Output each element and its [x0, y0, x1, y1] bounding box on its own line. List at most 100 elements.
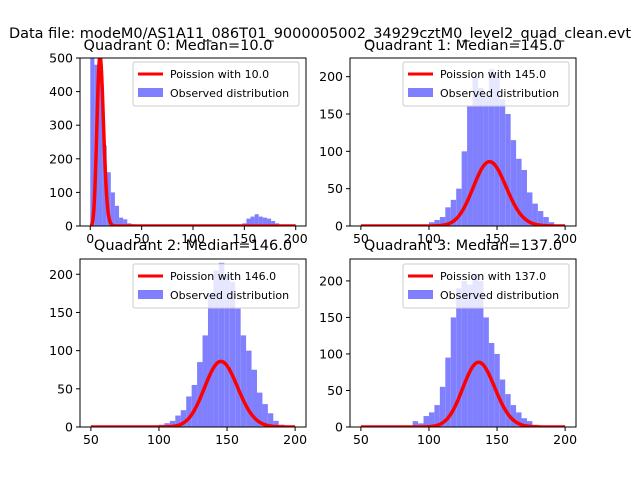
- y-tick-label: 150: [319, 107, 343, 122]
- hist-bar: [510, 140, 517, 226]
- hist-bar: [169, 420, 176, 427]
- hist-bar: [472, 76, 478, 226]
- quadrant-0-legend: Poission with 10.0 Observed distribution: [132, 61, 300, 107]
- y-tick-label: 100: [319, 144, 343, 159]
- legend-frame: [402, 61, 570, 107]
- hist-bar: [412, 421, 419, 427]
- hist-bar: [521, 170, 527, 226]
- legend-poisson-label: Poission with 10.0: [170, 68, 269, 81]
- hist-bar: [516, 158, 522, 226]
- hist-bar: [267, 413, 274, 427]
- hist-bar: [467, 284, 473, 427]
- hist-bar: [548, 222, 555, 226]
- hist-bar: [521, 418, 527, 427]
- y-tick-label: 400: [49, 84, 73, 99]
- hist-bar: [445, 207, 451, 226]
- hist-bar: [423, 416, 429, 427]
- legend-hist-label: Observed distribution: [440, 87, 559, 100]
- y-tick-label: 200: [319, 69, 343, 84]
- hist-bar: [224, 274, 230, 427]
- y-tick-label: 0: [65, 219, 73, 234]
- quadrant-3-title: Quadrant 3: Median=137.0: [364, 238, 562, 254]
- hist-bar: [207, 293, 214, 427]
- hist-bar: [472, 273, 478, 427]
- x-tick-label: 150: [215, 432, 239, 447]
- poisson-curve: [89, 359, 297, 427]
- hist-bar: [450, 199, 457, 226]
- hist-bar: [428, 222, 435, 226]
- hist-bar: [123, 219, 128, 226]
- quadrant-0-title: Quadrant 0: Median=10.0: [84, 38, 273, 54]
- y-tick-label: 150: [49, 305, 73, 320]
- y-tick-label: 200: [49, 151, 73, 166]
- hist-bar: [537, 211, 544, 226]
- hist-bar: [499, 99, 506, 226]
- x-tick-label: 100: [417, 231, 441, 246]
- hist-bar: [175, 415, 181, 427]
- hist-bar: [526, 421, 533, 427]
- legend-frame: [132, 61, 300, 107]
- quadrant-1-title: Quadrant 1: Median=145.0: [364, 38, 562, 54]
- hist-bar: [246, 350, 252, 427]
- y-tick-label: 0: [65, 420, 73, 435]
- hist-bar: [488, 343, 495, 427]
- quadrant-2-plot: 50 100 150 200 0 50 100 150 200: [49, 258, 307, 447]
- hist-bar: [229, 281, 236, 427]
- y-tick-label: 0: [335, 420, 343, 435]
- y-tick-label: 0: [335, 219, 343, 234]
- legend-poisson-label: Poission with 137.0: [440, 270, 546, 283]
- hist-bar: [445, 357, 451, 427]
- quadrant-1-legend: Poission with 145.0 Observed distributio…: [402, 61, 570, 107]
- hist-bar: [256, 392, 263, 427]
- hist-bar: [262, 217, 267, 226]
- hist-bar: [191, 385, 198, 427]
- x-tick-label: 150: [485, 231, 509, 246]
- hist-bar: [467, 106, 473, 226]
- hist-bar: [450, 317, 457, 427]
- figure-title: Data file: modeM0/AS1A11_086T01_90000050…: [9, 26, 631, 42]
- hist-bar: [532, 203, 538, 226]
- hist-bar: [240, 335, 247, 427]
- y-tick-label: 100: [49, 185, 73, 200]
- y-tick-label: 200: [319, 273, 343, 288]
- quadrant-1-plot: 50 100 150 200 0 50 100 150 200: [319, 57, 577, 246]
- legend-hist-swatch: [138, 290, 163, 299]
- x-tick-label: 50: [353, 432, 369, 447]
- hist-bar: [213, 270, 219, 427]
- hist-bar: [488, 69, 495, 226]
- hist-bar: [254, 214, 259, 226]
- axes-frame: [349, 57, 577, 227]
- quadrant-2-panel: Quadrant 2: Median=146.0 50 100 150 200 0 50 1…: [49, 238, 307, 447]
- x-tick-label: 100: [417, 432, 441, 447]
- x-tick-label: 100: [181, 231, 205, 246]
- hist-bar: [456, 288, 462, 427]
- hist-bar: [180, 410, 187, 427]
- hist-bar: [543, 217, 549, 226]
- x-tick-label: 50: [134, 231, 150, 246]
- hist-bar: [114, 205, 120, 226]
- quadrant-0-plot: 0 50 100 150 200 0 100 200 300 400 500: [49, 51, 308, 247]
- x-tick-label: 150: [485, 432, 509, 447]
- axes-frame: [79, 258, 307, 428]
- hist-bar: [526, 192, 533, 226]
- quadrant-3-panel: Quadrant 3: Median=137.0 50 100 150 200 0 50 1…: [319, 238, 577, 447]
- quadrant-2-legend: Poission with 146.0 Observed distributio…: [132, 263, 300, 309]
- hist-bar: [110, 192, 115, 226]
- legend-poisson-label: Poission with 146.0: [170, 270, 276, 283]
- hist-bar: [510, 405, 517, 427]
- poisson-curve: [359, 159, 567, 226]
- y-tick-label: 300: [49, 118, 73, 133]
- quadrant-3-legend: Poission with 137.0 Observed distributio…: [402, 263, 570, 309]
- x-tick-label: 150: [232, 231, 256, 246]
- hist-bar: [516, 412, 522, 427]
- legend-frame: [402, 263, 570, 309]
- legend-hist-swatch: [408, 88, 433, 97]
- hist-bar: [434, 405, 440, 427]
- hist-bar: [505, 114, 511, 226]
- hist-bar: [218, 262, 225, 427]
- x-tick-label: 100: [147, 432, 171, 447]
- hist-bar: [439, 386, 446, 427]
- y-tick-label: 50: [327, 383, 343, 398]
- hist-bar: [271, 220, 276, 226]
